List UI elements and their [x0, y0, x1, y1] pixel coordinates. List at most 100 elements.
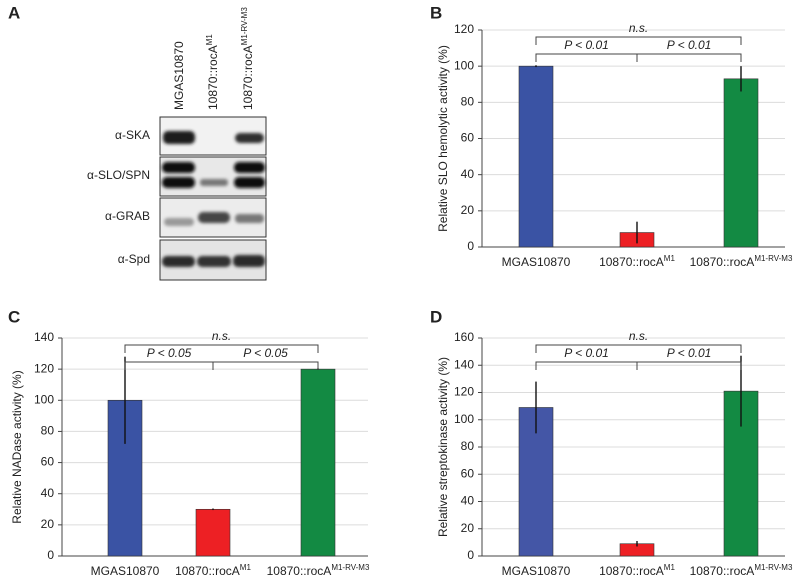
significance-label: P < 0.05: [147, 346, 192, 360]
panel-label: C: [8, 307, 20, 326]
y-axis-label: Relative streptokinase activity (%): [436, 357, 450, 537]
category-label: 10870::rocAM1-RV-M3: [267, 563, 370, 579]
y-tick-label: 0: [467, 548, 474, 562]
category-label: 10870::rocAM1: [205, 34, 221, 110]
band: [162, 177, 195, 188]
y-tick-label: 80: [461, 439, 475, 453]
significance-bracket: [535, 344, 742, 353]
significance-label: P < 0.01: [667, 346, 712, 360]
category-label: 10870::rocAM1: [599, 254, 675, 270]
y-tick-label: 100: [454, 58, 474, 72]
significance-label: n.s.: [629, 329, 648, 343]
significance-bracket: [636, 361, 742, 370]
y-tick-label: 100: [454, 412, 474, 426]
y-tick-label: 60: [41, 455, 55, 469]
panel-label: B: [430, 3, 442, 22]
y-tick-label: 40: [461, 167, 475, 181]
y-axis-label: Relative NADase activity (%): [10, 370, 24, 523]
bar: [195, 508, 231, 557]
label-text: MGAS10870: [502, 255, 571, 269]
band: [233, 255, 265, 267]
significance-bracket: [535, 361, 638, 370]
significance-bracket: [212, 361, 319, 370]
significance-label: P < 0.05: [243, 346, 288, 360]
y-tick-label: 80: [461, 95, 475, 109]
band: [234, 177, 265, 188]
y-tick-label: 60: [461, 131, 475, 145]
significance-label: n.s.: [212, 329, 231, 343]
label-text: 10870::rocA: [690, 255, 755, 269]
significance-bracket: [535, 53, 638, 62]
y-tick-label: 40: [41, 486, 55, 500]
band: [235, 133, 264, 143]
label-text: 10870::rocA: [241, 45, 255, 110]
panel-label: D: [430, 307, 442, 326]
row-label: α-SKA: [115, 128, 150, 142]
band: [164, 218, 194, 226]
significance-label: n.s.: [629, 21, 648, 35]
category-label: 10870::rocAM1: [175, 563, 251, 579]
significance-bracket: [535, 36, 742, 45]
category-label: MGAS10870: [502, 255, 571, 269]
significance-bracket: [636, 53, 742, 62]
y-tick-label: 60: [461, 466, 475, 480]
row-label: α-Spd: [118, 252, 150, 266]
y-tick-label: 120: [454, 22, 474, 36]
category-label: MGAS10870: [502, 564, 571, 578]
bar: [723, 78, 759, 248]
band: [197, 256, 231, 267]
label-superscript: M1-RV-M3: [240, 7, 249, 46]
label-text: 10870::rocA: [599, 255, 664, 269]
label-text: 10870::rocA: [690, 564, 755, 578]
y-tick-label: 100: [34, 392, 54, 406]
bar: [518, 65, 554, 248]
category-label: 10870::rocAM1-RV-M3: [690, 563, 793, 579]
y-tick-label: 0: [467, 239, 474, 253]
bar: [300, 368, 336, 557]
band: [235, 214, 264, 223]
label-text: 10870::rocA: [267, 564, 332, 578]
label-text: 10870::rocA: [206, 45, 220, 110]
label-text: MGAS10870: [91, 564, 160, 578]
label-superscript: M1: [240, 563, 252, 572]
y-tick-label: 140: [34, 330, 54, 344]
label-superscript: M1-RV-M3: [754, 254, 793, 263]
band: [200, 179, 228, 186]
category-label: 10870::rocAM1-RV-M3: [690, 254, 793, 270]
row-label: α-SLO/SPN: [87, 168, 150, 182]
y-tick-label: 120: [454, 385, 474, 399]
label-text: 10870::rocA: [175, 564, 240, 578]
y-tick-label: 160: [454, 330, 474, 344]
band: [162, 256, 195, 267]
row-label: α-GRAB: [105, 209, 150, 223]
y-tick-label: 40: [461, 494, 475, 508]
band: [198, 212, 230, 223]
band: [234, 162, 265, 173]
label-superscript: M1-RV-M3: [331, 563, 370, 572]
y-tick-label: 120: [34, 361, 54, 375]
significance-label: P < 0.01: [667, 38, 712, 52]
significance-label: P < 0.01: [564, 346, 609, 360]
y-tick-label: 20: [461, 203, 475, 217]
y-tick-label: 140: [454, 357, 474, 371]
label-superscript: M1: [205, 34, 214, 46]
blot-images: [159, 116, 267, 281]
label-superscript: M1: [664, 254, 676, 263]
y-tick-label: 20: [41, 517, 55, 531]
label-superscript: M1-RV-M3: [754, 563, 793, 572]
significance-bracket: [124, 344, 319, 353]
significance-label: P < 0.01: [564, 38, 609, 52]
y-tick-label: 80: [41, 424, 55, 438]
category-label: 10870::rocAM1-RV-M3: [240, 7, 256, 110]
band: [162, 162, 195, 173]
label-text: MGAS10870: [502, 564, 571, 578]
y-tick-label: 0: [47, 548, 54, 562]
label-text: MGAS10870: [172, 41, 186, 110]
category-label: MGAS10870: [172, 41, 186, 110]
panel-label: A: [8, 3, 20, 22]
y-tick-label: 20: [461, 521, 475, 535]
y-axis-label: Relative SLO hemolytic activity (%): [436, 45, 450, 232]
category-label: MGAS10870: [91, 564, 160, 578]
category-label: 10870::rocAM1: [599, 563, 675, 579]
